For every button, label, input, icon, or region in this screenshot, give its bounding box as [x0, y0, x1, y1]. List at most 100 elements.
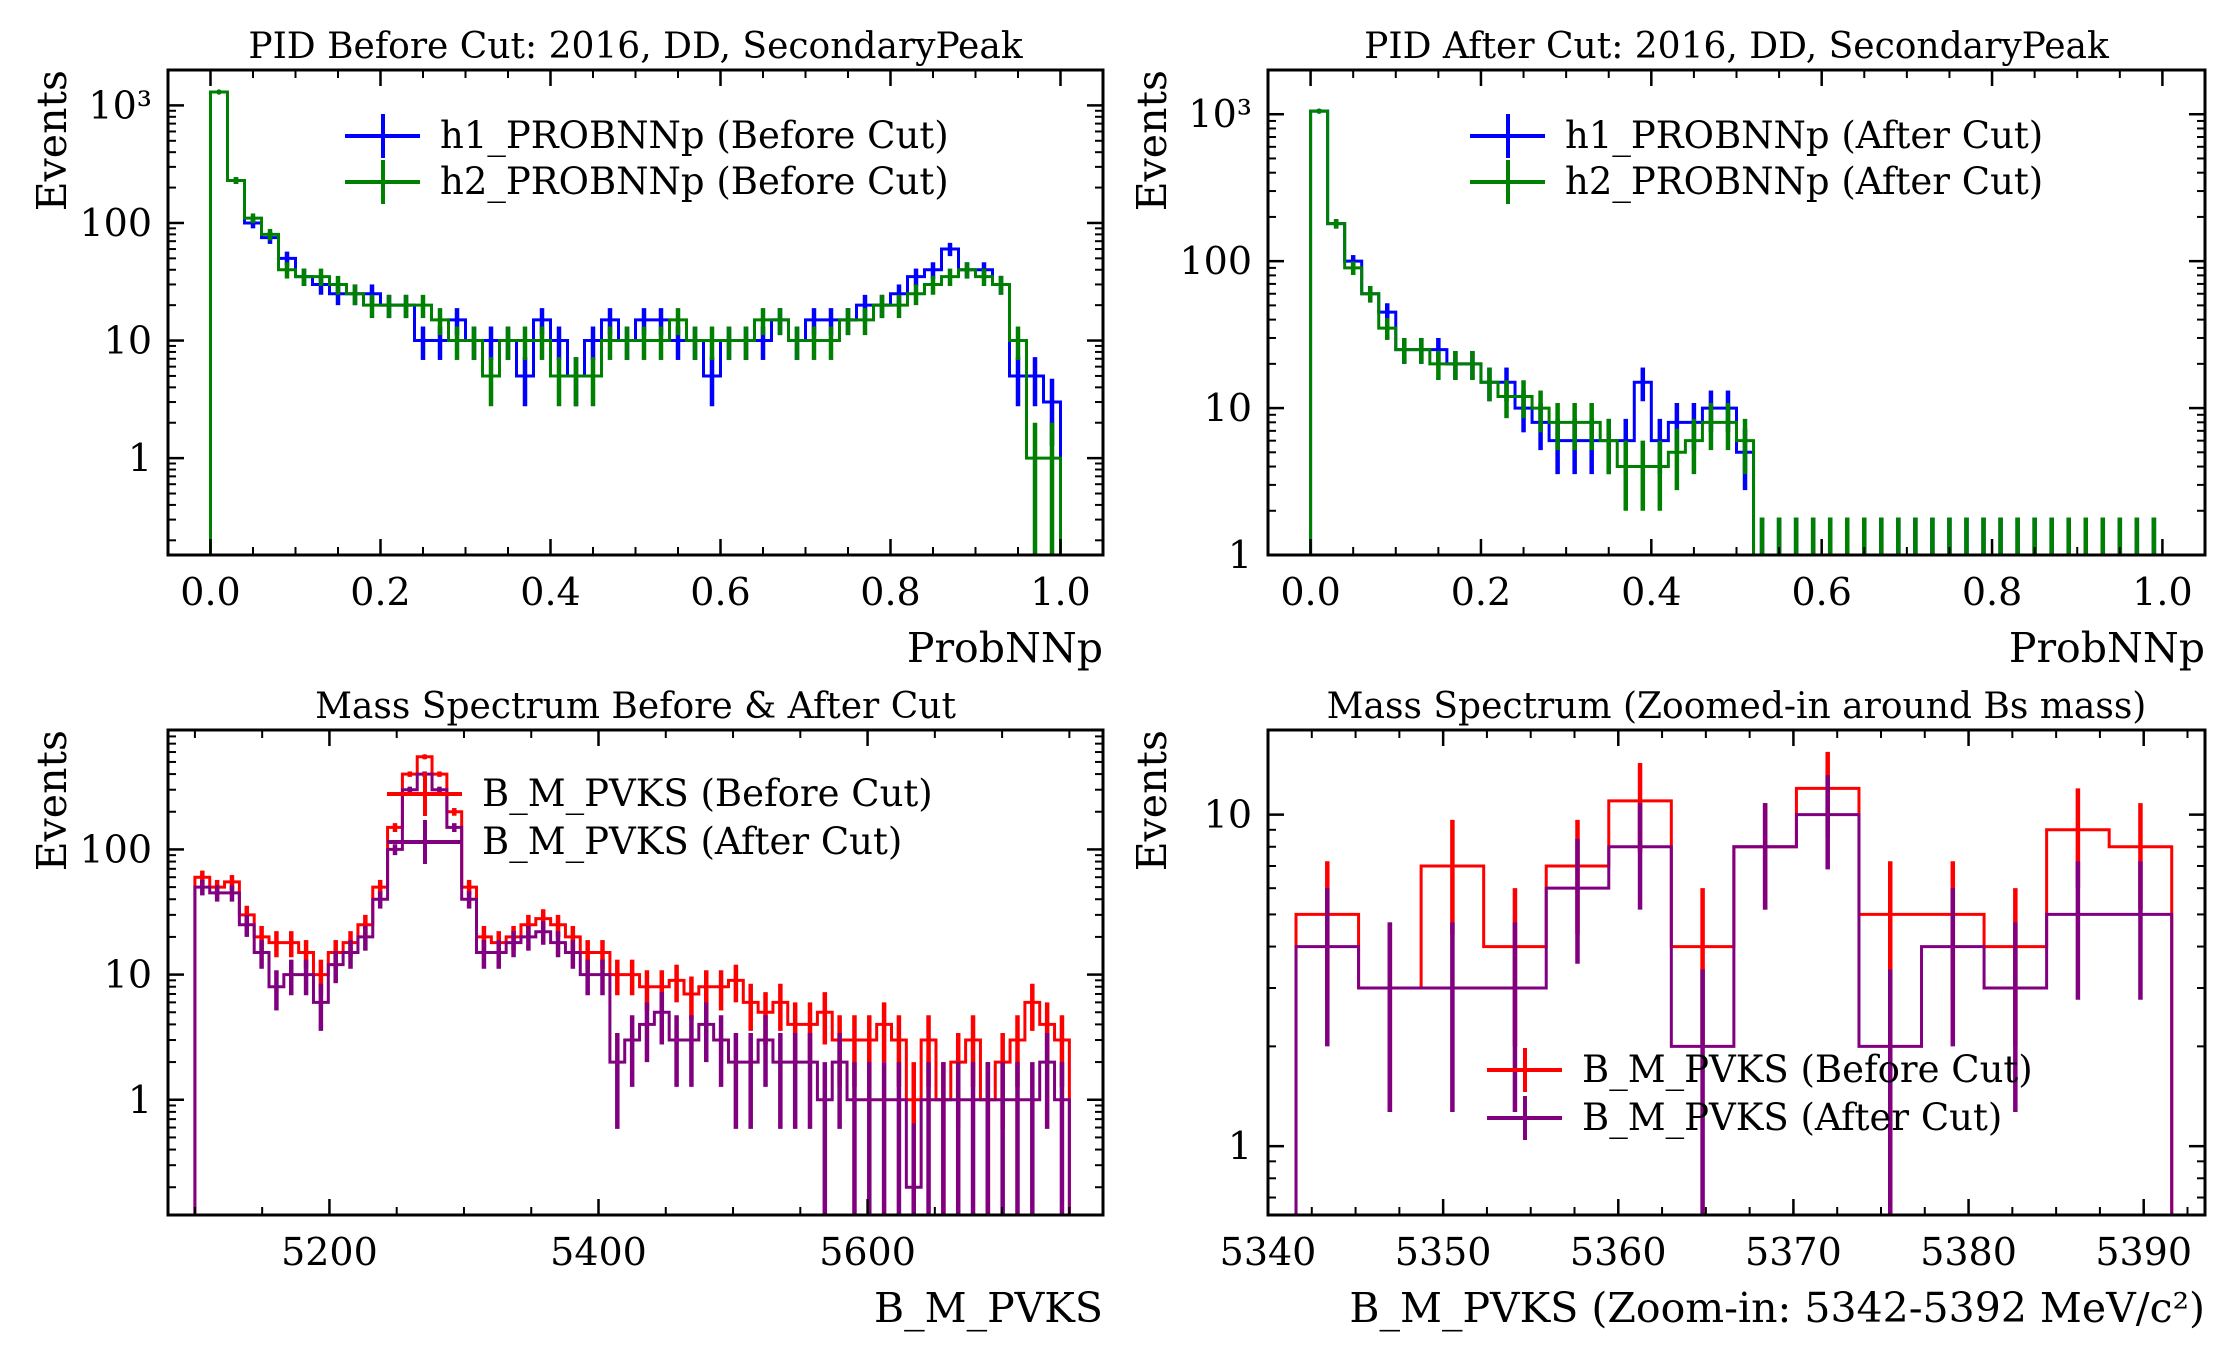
- y-tick-label: 1: [1228, 1124, 1252, 1168]
- x-tick-label: 5390: [2095, 1230, 2192, 1274]
- data-point: [1032, 455, 1038, 461]
- data-point: [879, 302, 885, 308]
- data-point: [407, 787, 413, 793]
- data-point: [896, 1037, 902, 1043]
- data-point: [807, 1059, 813, 1065]
- data-point: [1032, 373, 1038, 379]
- data-point: [436, 787, 443, 793]
- legend-entry: B_M_PVKS (After Cut): [387, 820, 902, 864]
- x-tick-label: 5600: [819, 1230, 916, 1274]
- data-point: [585, 949, 591, 956]
- data-point: [777, 1059, 783, 1065]
- data-point: [896, 302, 902, 308]
- data-point: [985, 1097, 991, 1103]
- x-tick-label: 5350: [1395, 1230, 1492, 1274]
- x-tick-label: 0.2: [350, 570, 410, 614]
- legend-label: B_M_PVKS (Before Cut): [482, 772, 933, 816]
- data-point: [726, 337, 732, 344]
- data-point: [1014, 1097, 1021, 1103]
- data-point: [659, 1009, 665, 1015]
- data-point: [743, 337, 749, 344]
- data-point: [288, 940, 294, 946]
- data-point: [1657, 463, 1663, 470]
- data-point: [1520, 393, 1527, 400]
- data-point: [925, 1037, 932, 1043]
- data-point: [318, 971, 324, 978]
- data-point: [1699, 1043, 1706, 1049]
- data-point: [777, 999, 783, 1005]
- data-point: [822, 1009, 828, 1015]
- legend-entry: h1_PROBNNp (Before Cut): [345, 114, 949, 158]
- data-point: [629, 1037, 635, 1043]
- legend: h1_PROBNNp (Before Cut)h2_PROBNNp (Befor…: [345, 114, 949, 204]
- data-point: [333, 962, 339, 968]
- y-ticks: 1 10 100: [79, 729, 1103, 1189]
- data-point: [688, 1037, 695, 1043]
- data-point: [488, 373, 494, 379]
- data-point: [981, 273, 987, 280]
- data-point: [369, 302, 375, 308]
- data-point: [709, 337, 715, 344]
- data-point: [1049, 399, 1055, 405]
- data-point: [1367, 291, 1373, 297]
- data-point: [420, 337, 426, 344]
- x-tick-label: 5380: [1920, 1230, 2017, 1274]
- data-point: [303, 971, 309, 978]
- data-point: [940, 1097, 946, 1103]
- data-point: [555, 940, 561, 946]
- data-point: [614, 1059, 620, 1065]
- y-tick-label: 10³: [88, 83, 152, 127]
- data-point: [762, 1037, 769, 1043]
- legend-label: h2_PROBNNp (After Cut): [1565, 160, 2043, 204]
- data-point: [1029, 1097, 1035, 1103]
- data-point: [556, 337, 562, 344]
- data-point: [318, 273, 324, 280]
- y-tick-label: 100: [79, 827, 152, 871]
- data-point: [688, 991, 695, 997]
- x-ticks: 5200 5400 5600: [193, 730, 1071, 1274]
- data-point: [607, 317, 613, 323]
- data-point: [811, 337, 817, 344]
- data-point: [925, 1097, 932, 1103]
- data-point: [436, 771, 443, 777]
- data-point: [362, 934, 368, 940]
- data-point: [1762, 844, 1768, 850]
- data-point: [288, 971, 294, 978]
- series-2: [1309, 108, 2163, 555]
- data-point: [930, 281, 936, 288]
- data-point: [505, 337, 511, 344]
- data-point: [1316, 108, 1322, 114]
- y-ticks: 1 10: [1204, 793, 2205, 1199]
- data-point: [392, 846, 398, 853]
- data-point: [1418, 347, 1424, 353]
- data-point: [229, 879, 235, 885]
- data-point: [1015, 373, 1021, 379]
- data-point: [525, 934, 531, 940]
- data-point: [709, 373, 715, 379]
- legend: B_M_PVKS (Before Cut)B_M_PVKS (After Cut…: [387, 772, 933, 864]
- x-tick-label: 5200: [281, 1230, 378, 1274]
- data-point: [851, 1037, 858, 1043]
- data-point: [284, 255, 290, 261]
- data-point: [259, 949, 265, 956]
- x-ticks: 5340 5350 5360 5370 5380 5390: [1220, 730, 2192, 1274]
- data-point: [1449, 863, 1455, 869]
- chart-title: PID After Cut: 2016, DD, SecondaryPeak: [1364, 26, 2110, 67]
- data-point: [199, 884, 205, 890]
- data-point: [911, 1184, 917, 1190]
- data-point: [273, 984, 280, 990]
- legend-label: h1_PROBNNp (Before Cut): [440, 114, 949, 158]
- x-tick-label: 0.4: [1621, 570, 1681, 614]
- data-point: [1000, 1097, 1006, 1103]
- data-point: [674, 1037, 680, 1043]
- data-point: [644, 984, 650, 990]
- data-point: [471, 337, 477, 344]
- data-point: [585, 971, 591, 978]
- data-point: [488, 337, 494, 344]
- x-tick-label: 0.6: [1791, 570, 1851, 614]
- y-axis-label: Events: [1128, 730, 1176, 871]
- y-tick-label: 10: [1204, 793, 1252, 837]
- x-tick-label: 0.0: [1280, 570, 1340, 614]
- data-point: [762, 1009, 769, 1015]
